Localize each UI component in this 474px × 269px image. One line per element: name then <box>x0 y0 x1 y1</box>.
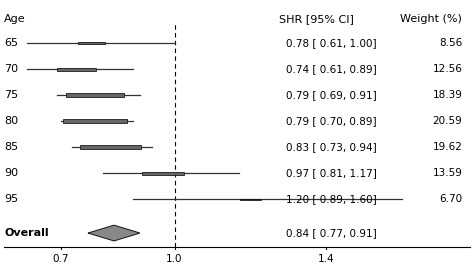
Text: 90: 90 <box>4 168 18 178</box>
Text: 18.39: 18.39 <box>432 90 462 100</box>
Text: 0.84 [ 0.77, 0.91]: 0.84 [ 0.77, 0.91] <box>286 228 377 238</box>
Text: 1.0: 1.0 <box>166 254 183 264</box>
Bar <box>66 93 124 97</box>
Text: Age: Age <box>4 14 26 24</box>
Text: 1.4: 1.4 <box>318 254 334 264</box>
Bar <box>142 172 184 175</box>
Text: 1.20 [ 0.89, 1.60]: 1.20 [ 0.89, 1.60] <box>286 194 377 204</box>
Text: 19.62: 19.62 <box>432 142 462 152</box>
Text: 0.78 [ 0.61, 1.00]: 0.78 [ 0.61, 1.00] <box>286 38 377 48</box>
Text: 0.74 [ 0.61, 0.89]: 0.74 [ 0.61, 0.89] <box>286 64 377 74</box>
Bar <box>56 68 96 70</box>
Text: SHR [95% CI]: SHR [95% CI] <box>279 14 354 24</box>
Text: 70: 70 <box>4 64 18 74</box>
Text: 20.59: 20.59 <box>432 116 462 126</box>
Text: 0.7: 0.7 <box>53 254 69 264</box>
Text: 13.59: 13.59 <box>432 168 462 178</box>
Bar <box>80 145 141 149</box>
Polygon shape <box>88 225 140 241</box>
Text: 65: 65 <box>4 38 18 48</box>
Text: Overall: Overall <box>4 228 49 238</box>
Text: 6.70: 6.70 <box>439 194 462 204</box>
Bar <box>78 42 105 44</box>
Text: Weight (%): Weight (%) <box>401 14 462 24</box>
Text: 0.79 [ 0.69, 0.91]: 0.79 [ 0.69, 0.91] <box>286 90 377 100</box>
Bar <box>63 119 127 123</box>
Text: 85: 85 <box>4 142 18 152</box>
Text: 0.79 [ 0.70, 0.89]: 0.79 [ 0.70, 0.89] <box>286 116 377 126</box>
Text: 80: 80 <box>4 116 18 126</box>
Text: 12.56: 12.56 <box>432 64 462 74</box>
Text: 8.56: 8.56 <box>439 38 462 48</box>
Text: 75: 75 <box>4 90 18 100</box>
Bar <box>240 199 261 200</box>
Text: 95: 95 <box>4 194 18 204</box>
Text: 0.97 [ 0.81, 1.17]: 0.97 [ 0.81, 1.17] <box>286 168 377 178</box>
Text: 0.83 [ 0.73, 0.94]: 0.83 [ 0.73, 0.94] <box>286 142 377 152</box>
